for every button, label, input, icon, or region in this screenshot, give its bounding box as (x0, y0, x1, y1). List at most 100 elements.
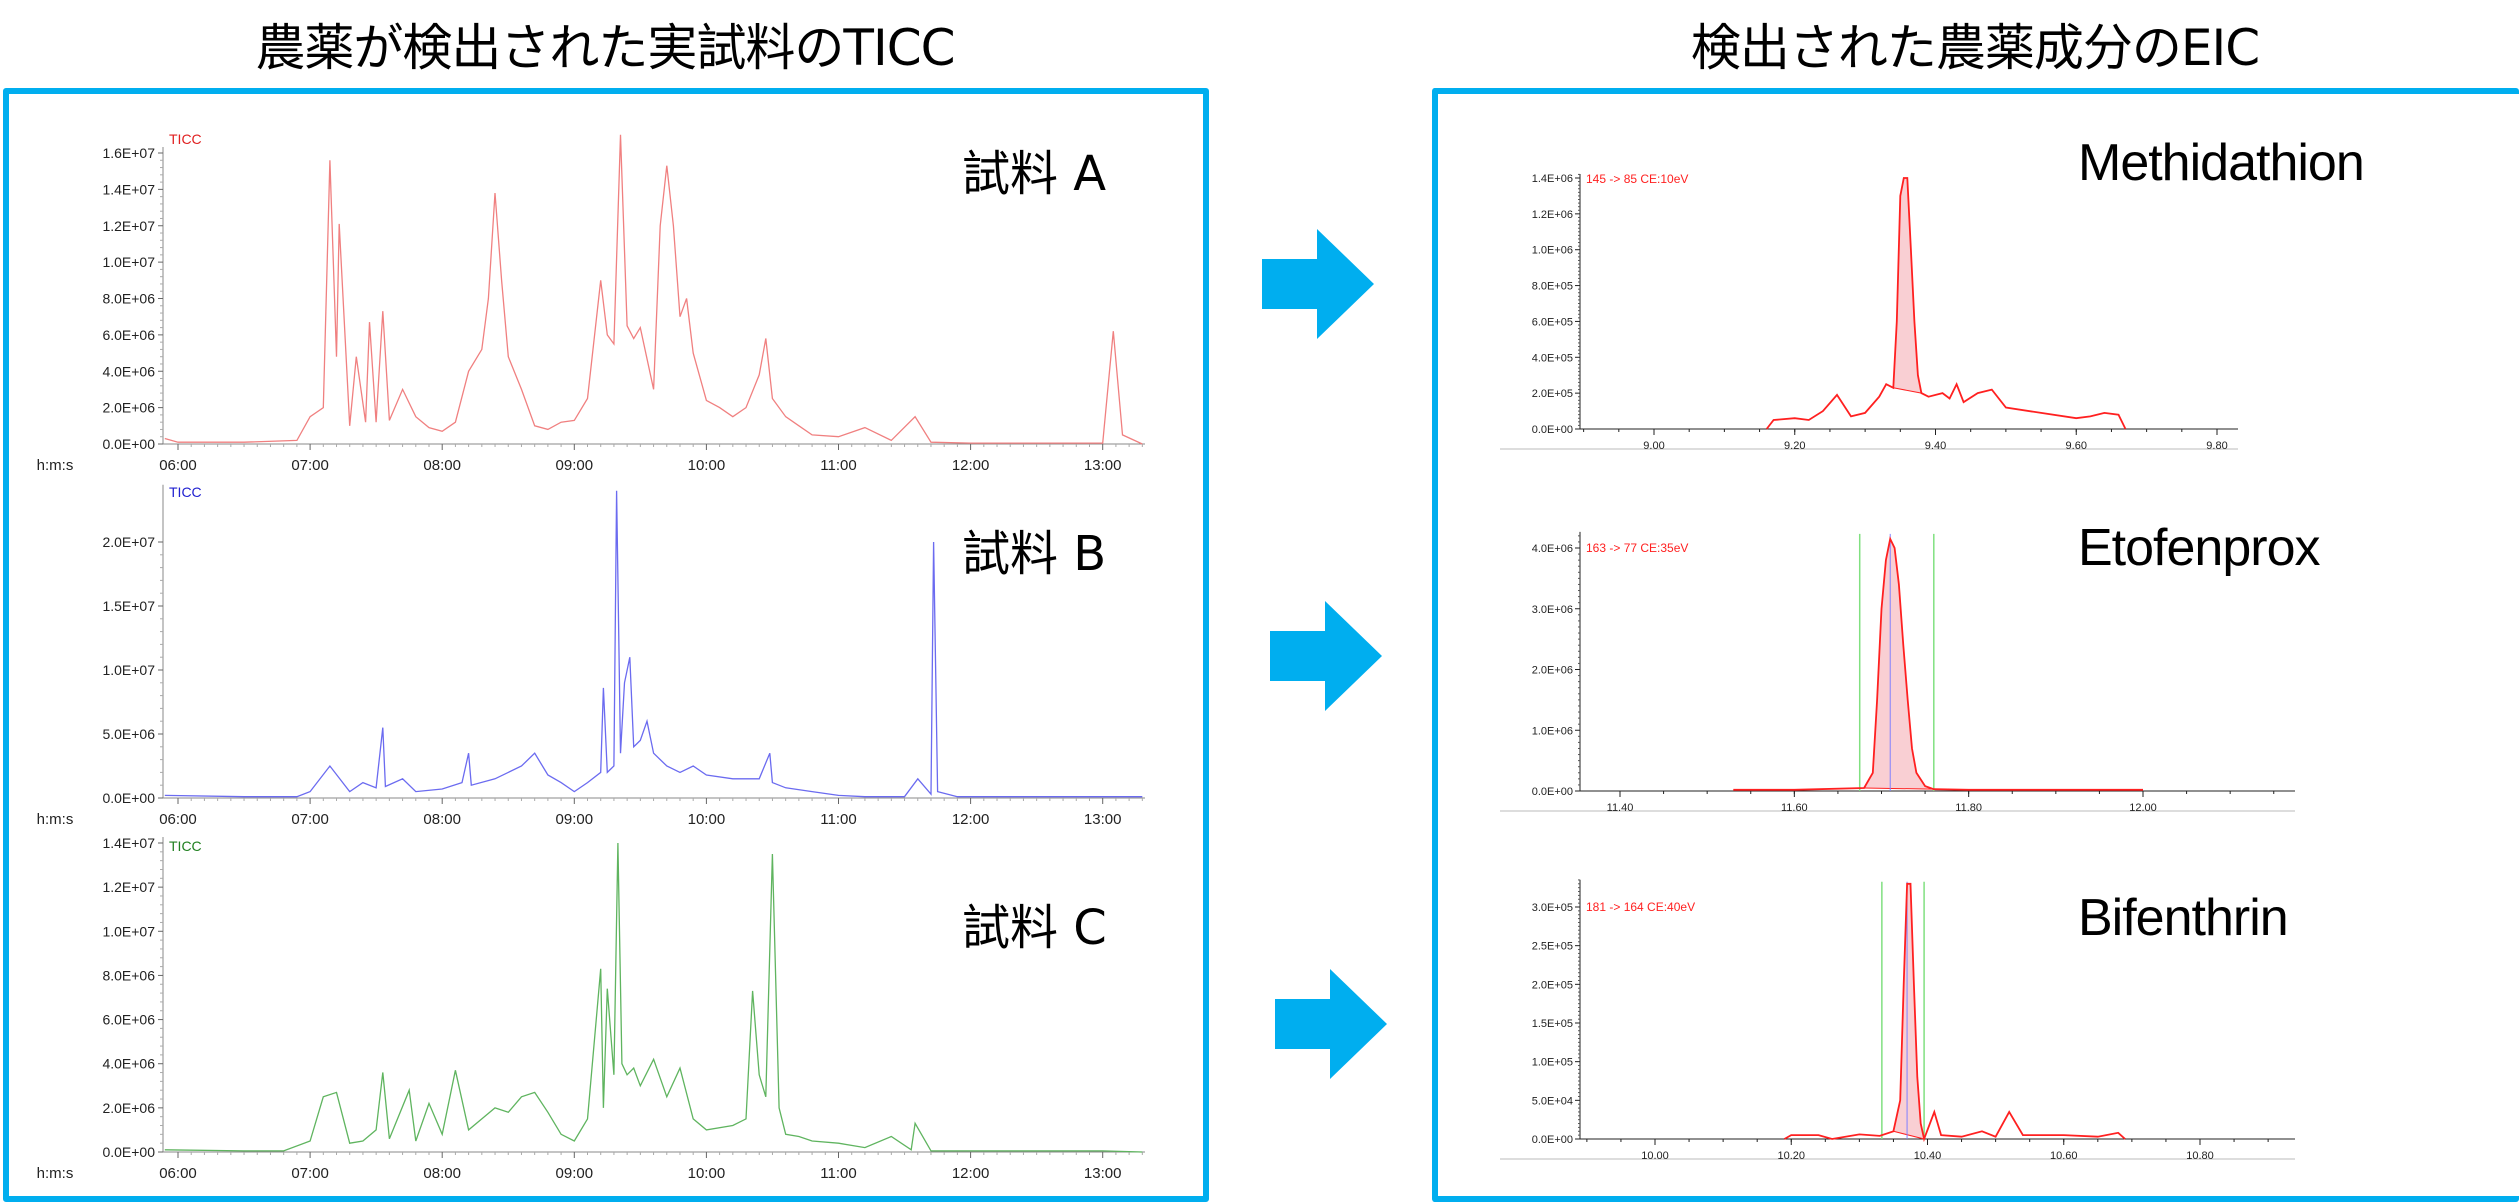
svg-text:1.2E+06: 1.2E+06 (1532, 209, 1573, 221)
arrow-icon (1275, 969, 1387, 1079)
svg-text:9.20: 9.20 (1784, 440, 1805, 452)
svg-text:08:00: 08:00 (423, 457, 461, 474)
svg-text:12.00: 12.00 (2129, 802, 2157, 814)
svg-text:0.0E+00: 0.0E+00 (102, 436, 155, 452)
svg-text:09:00: 09:00 (556, 1165, 594, 1182)
svg-text:4.0E+06: 4.0E+06 (102, 363, 155, 379)
svg-text:8.0E+06: 8.0E+06 (102, 967, 155, 983)
svg-text:9.00: 9.00 (1643, 440, 1664, 452)
svg-text:6.0E+06: 6.0E+06 (102, 1012, 155, 1028)
svg-text:3.0E+06: 3.0E+06 (1532, 604, 1573, 616)
svg-text:12:00: 12:00 (952, 1165, 990, 1182)
svg-text:10:00: 10:00 (688, 457, 726, 474)
svg-text:10.20: 10.20 (1777, 1150, 1805, 1162)
svg-text:5.0E+04: 5.0E+04 (1532, 1095, 1573, 1107)
svg-text:2.5E+05: 2.5E+05 (1532, 941, 1573, 953)
ticc-chart-a: 0.0E+00 2.0E+06 4.0E+06 6.0E+06 8.0E+06 1.0E+… (37, 131, 1145, 474)
svg-text:9.80: 9.80 (2206, 440, 2227, 452)
svg-text:11:00: 11:00 (820, 811, 856, 828)
svg-text:3.0E+05: 3.0E+05 (1532, 902, 1573, 914)
svg-text:0.0E+00: 0.0E+00 (1532, 424, 1573, 436)
svg-text:11:00: 11:00 (820, 457, 856, 474)
svg-text:4.0E+05: 4.0E+05 (1532, 352, 1573, 364)
svg-text:12:00: 12:00 (952, 811, 990, 828)
svg-text:1.4E+07: 1.4E+07 (102, 181, 155, 197)
svg-text:0.0E+00: 0.0E+00 (102, 790, 155, 806)
compound-methidathion: Methidathion (2078, 134, 2365, 192)
arrow-shape (1262, 229, 1374, 339)
svg-text:09:00: 09:00 (556, 457, 594, 474)
svg-text:1.6E+07: 1.6E+07 (102, 145, 155, 161)
eic-frame (1432, 88, 2519, 1202)
svg-text:2.0E+06: 2.0E+06 (1532, 665, 1573, 677)
eic-chart-methidathion: 0.0E+00 2.0E+05 4.0E+05 6.0E+05 8.0E+05 1.0E+… (1500, 172, 2238, 452)
svg-text:10.60: 10.60 (2050, 1150, 2078, 1162)
svg-text:11.60: 11.60 (1781, 802, 1808, 814)
svg-text:2.0E+06: 2.0E+06 (102, 1100, 155, 1116)
ticc-trace (164, 490, 1143, 798)
transition-label: 145 -> 85 CE:10eV (1586, 172, 1688, 186)
svg-text:08:00: 08:00 (423, 1165, 461, 1182)
x-axis-label: h:m:s (37, 457, 74, 474)
svg-text:10.80: 10.80 (2186, 1150, 2214, 1162)
trace-label: TICC (169, 131, 202, 147)
svg-text:2.0E+05: 2.0E+05 (1532, 979, 1573, 991)
arrow-icon (1270, 601, 1382, 711)
svg-text:06:00: 06:00 (159, 457, 197, 474)
svg-text:1.0E+07: 1.0E+07 (102, 662, 155, 678)
trace-label: TICC (169, 484, 202, 500)
svg-text:13:00: 13:00 (1084, 457, 1122, 474)
svg-text:4.0E+06: 4.0E+06 (102, 1056, 155, 1072)
eic-trace (1733, 536, 2143, 791)
eic-trace (1783, 882, 2126, 1143)
svg-text:11.40: 11.40 (1607, 802, 1634, 814)
svg-text:11:00: 11:00 (820, 1165, 856, 1182)
sample-c-label: 試料 C (962, 900, 1107, 956)
sample-a-label: 試料 A (962, 146, 1107, 202)
svg-text:11.80: 11.80 (1955, 802, 1982, 814)
x-axis-label: h:m:s (37, 811, 74, 828)
arrow-icon (1262, 229, 1374, 339)
eic-chart-etofenprox: 0.0E+00 1.0E+06 2.0E+06 3.0E+06 4.0E+06 11.40… (1500, 531, 2295, 814)
svg-text:1.0E+07: 1.0E+07 (102, 254, 155, 270)
ticc-chart-c: 0.0E+00 2.0E+06 4.0E+06 6.0E+06 8.0E+06 1.0E+… (37, 835, 1145, 1182)
svg-text:07:00: 07:00 (291, 811, 329, 828)
x-axis-label: h:m:s (37, 1165, 74, 1182)
ticc-trace (164, 842, 1143, 1153)
compound-etofenprox: Etofenprox (2078, 519, 2320, 577)
sample-b-label: 試料 B (962, 526, 1107, 582)
svg-text:10:00: 10:00 (688, 1165, 726, 1182)
svg-text:13:00: 13:00 (1084, 1165, 1122, 1182)
svg-text:06:00: 06:00 (159, 1165, 197, 1182)
svg-text:8.0E+06: 8.0E+06 (102, 291, 155, 307)
svg-text:07:00: 07:00 (291, 457, 329, 474)
svg-text:2.0E+05: 2.0E+05 (1532, 388, 1573, 400)
svg-text:1.5E+07: 1.5E+07 (102, 598, 155, 614)
svg-text:1.5E+05: 1.5E+05 (1532, 1018, 1573, 1030)
svg-text:9.40: 9.40 (1925, 440, 1946, 452)
svg-text:1.0E+05: 1.0E+05 (1532, 1057, 1573, 1069)
svg-text:07:00: 07:00 (291, 1165, 329, 1182)
svg-text:9.60: 9.60 (2066, 440, 2087, 452)
ticc-trace (164, 134, 1143, 445)
svg-text:1.0E+06: 1.0E+06 (1532, 725, 1573, 737)
svg-text:1.0E+06: 1.0E+06 (1532, 245, 1573, 257)
svg-text:6.0E+05: 6.0E+05 (1532, 316, 1573, 328)
svg-text:4.0E+06: 4.0E+06 (1532, 543, 1573, 555)
svg-text:1.0E+07: 1.0E+07 (102, 923, 155, 939)
left-heading: 農薬が検出された実試料のTICC (255, 19, 955, 77)
svg-text:13:00: 13:00 (1084, 811, 1122, 828)
svg-text:2.0E+07: 2.0E+07 (102, 534, 155, 550)
svg-text:5.0E+06: 5.0E+06 (102, 726, 155, 742)
eic-trace (1765, 177, 2127, 430)
svg-text:10.40: 10.40 (1914, 1150, 1942, 1162)
svg-text:1.4E+07: 1.4E+07 (102, 835, 155, 851)
svg-text:1.4E+06: 1.4E+06 (1532, 173, 1573, 185)
svg-text:10.00: 10.00 (1641, 1150, 1669, 1162)
integration-area (1864, 538, 1934, 790)
svg-text:1.2E+07: 1.2E+07 (102, 879, 155, 895)
ticc-chart-b: 0.0E+00 5.0E+06 1.0E+07 1.5E+07 2.0E+07 06:00… (37, 484, 1145, 828)
eic-chart-bifenthrin: 0.0E+00 5.0E+04 1.0E+05 1.5E+05 2.0E+05 2.5E+… (1500, 879, 2295, 1162)
svg-text:0.0E+00: 0.0E+00 (1532, 786, 1573, 798)
